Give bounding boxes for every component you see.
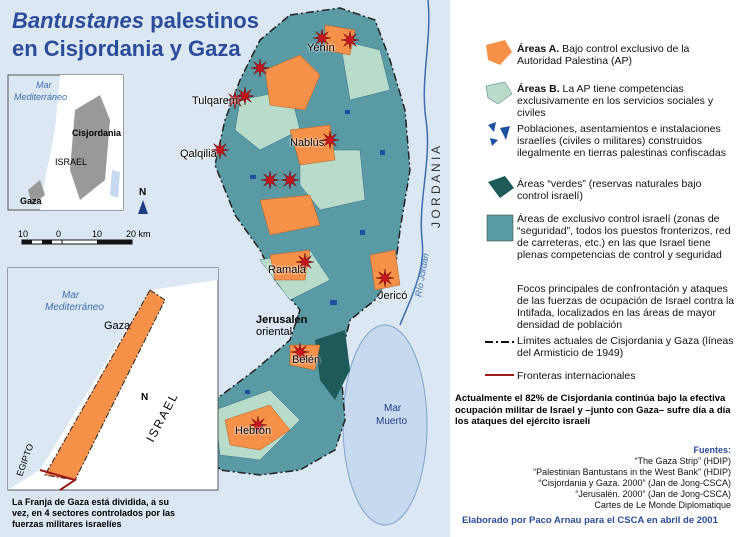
locator-label: Gaza bbox=[20, 196, 42, 206]
city-label: Yenín bbox=[307, 42, 335, 54]
city-label: Tulqarem bbox=[192, 95, 239, 107]
settlement bbox=[360, 230, 365, 235]
legend-item: Áreas A. Bajo control exclusivo de la Au… bbox=[517, 43, 735, 67]
city-label: Belén bbox=[292, 354, 321, 366]
scale-label: 10 bbox=[92, 229, 103, 239]
locator-label: ISRAEL bbox=[55, 157, 88, 167]
conflict-star bbox=[250, 58, 270, 78]
legend-text: Fronteras internacionales bbox=[517, 370, 636, 382]
gaza-sea bbox=[8, 268, 218, 490]
conflict-star bbox=[375, 268, 395, 288]
source-line: “Cisjordania y Gaza. 2000” (Jan de Jong-… bbox=[538, 478, 731, 488]
legend-text: Focos principales de confrontación y ata… bbox=[517, 283, 735, 331]
legend-bold: Áreas B. bbox=[517, 83, 560, 95]
title: en Cisjordania y Gaza bbox=[12, 36, 241, 61]
legend-item: Áreas B. La AP tiene competencias exclus… bbox=[517, 83, 735, 119]
sea-label: Muerto bbox=[376, 416, 408, 427]
legend-item: Poblaciones, asentamientos e instalacion… bbox=[517, 123, 735, 159]
city-label: Gaza bbox=[104, 320, 131, 332]
locator-gaza bbox=[28, 180, 45, 205]
locator-label: Cisjordania bbox=[72, 128, 122, 138]
border bbox=[39, 469, 78, 491]
scale-label: 20 km bbox=[126, 229, 151, 239]
conflict-star bbox=[210, 140, 230, 160]
legend-item: Límites actuales de Cisjordania y Gaza (… bbox=[517, 335, 735, 359]
settlement bbox=[345, 110, 350, 114]
city-label: Nablús bbox=[290, 137, 325, 149]
city-label: Hebrón bbox=[235, 425, 272, 437]
conflict-star bbox=[280, 170, 300, 190]
north-label: N bbox=[139, 187, 147, 198]
area-b bbox=[339, 39, 391, 101]
legend-text: Límites actuales de Cisjordania y Gaza (… bbox=[517, 335, 734, 359]
legend-item: Áreas “verdes” (reservas naturales bajo … bbox=[517, 178, 735, 202]
source-line: Cartes de Le Monde Diplomatique bbox=[594, 500, 731, 510]
sea-label: Mar bbox=[384, 403, 402, 414]
legend-icons bbox=[485, 40, 514, 376]
sea-label: Mediterráneo bbox=[45, 302, 104, 313]
source-line: “Jerusalén. 2000” (Jan de Jong-CSCA) bbox=[575, 489, 731, 499]
legend-text: Bajo control exclusivo de la Autoridad P… bbox=[517, 43, 690, 67]
settlement bbox=[250, 175, 256, 179]
area-b bbox=[299, 149, 366, 211]
caption: La Franja de Gaza está dividida, a su ve… bbox=[12, 497, 176, 529]
country-label: J O R D A N I A bbox=[429, 145, 444, 229]
conflict-star bbox=[290, 342, 310, 362]
conflict-star bbox=[340, 30, 360, 50]
settlement bbox=[330, 300, 337, 305]
scale-bar bbox=[21, 239, 133, 245]
sea-label: Mar bbox=[62, 290, 80, 301]
sea-label: Mar bbox=[36, 80, 52, 90]
legend-text: Áreas “verdes” (reservas naturales bajo … bbox=[517, 178, 702, 202]
note: Actualmente el 82% de Cisjordania contin… bbox=[455, 393, 731, 427]
scale-label: 10 bbox=[18, 229, 29, 239]
scale-label: 0 bbox=[56, 229, 62, 239]
legend-bold: Áreas A. bbox=[517, 43, 560, 55]
area-a bbox=[264, 54, 321, 111]
settlement bbox=[380, 150, 385, 155]
source-line: “The Gaza Strip” (HDIP) bbox=[634, 456, 731, 466]
locator-dead-sea bbox=[110, 170, 120, 198]
sources-heading: Fuentes: bbox=[693, 445, 731, 455]
north-label: N bbox=[141, 392, 149, 403]
conflict-star bbox=[320, 130, 340, 150]
conflict-star bbox=[312, 28, 332, 48]
green-area bbox=[315, 330, 350, 400]
legend-text: Áreas de exclusivo control israelí (zona… bbox=[517, 213, 731, 261]
sea-label: Mediterráneo bbox=[14, 92, 68, 102]
legend-text: La AP tiene competencias exclusivamente … bbox=[517, 83, 714, 119]
city-label: oriental bbox=[256, 326, 293, 338]
area-a bbox=[289, 124, 336, 166]
settlement bbox=[245, 390, 250, 394]
credit: Elaborado por Paco Arnau para el CSCA en… bbox=[462, 515, 718, 526]
conflict-star bbox=[248, 415, 268, 435]
conflict-star bbox=[295, 252, 315, 272]
north-arrow bbox=[138, 200, 148, 214]
title: Bantustanes palestinos bbox=[12, 8, 259, 34]
city-label: Jericó bbox=[378, 290, 408, 302]
legend-text: Poblaciones, asentamientos e instalacion… bbox=[517, 123, 726, 159]
conflict-star bbox=[225, 90, 245, 110]
title-italic: Bantustanes bbox=[12, 8, 145, 33]
legend-item: Focos principales de confrontación y ata… bbox=[517, 283, 735, 331]
sources: Fuentes: “The Gaza Strip” (HDIP) “Palestin… bbox=[533, 445, 731, 511]
area-a bbox=[259, 194, 321, 236]
legend-item: Fronteras internacionales bbox=[517, 370, 735, 382]
river bbox=[399, 0, 430, 326]
source-line: “Palestinian Bantustans in the West Bank… bbox=[533, 467, 731, 477]
city-label: Qalqilia bbox=[180, 148, 217, 160]
city-label: Jerusalén bbox=[256, 314, 308, 326]
title-rest: palestinos bbox=[144, 8, 259, 33]
legend-item: Áreas de exclusivo control israelí (zona… bbox=[517, 213, 735, 261]
locator-west-bank bbox=[70, 95, 110, 200]
conflict-star bbox=[260, 170, 280, 190]
city-label: Ramala bbox=[268, 264, 306, 276]
